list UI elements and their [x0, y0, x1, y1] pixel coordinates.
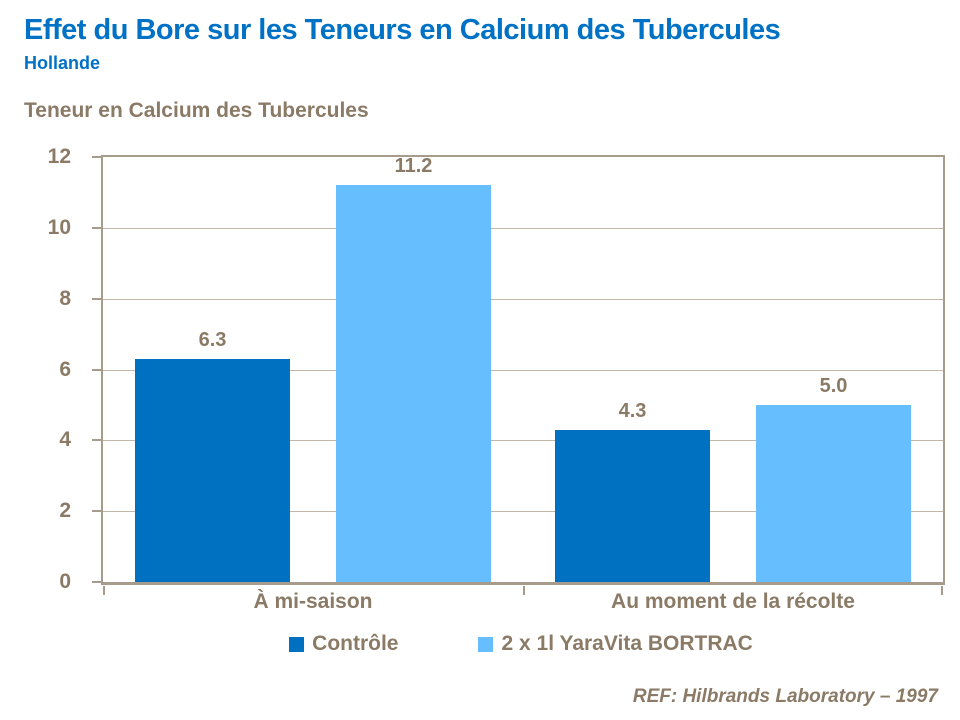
- y-axis-label: 6: [59, 357, 71, 381]
- y-axis-tick: [92, 439, 101, 442]
- gridline: [103, 369, 943, 371]
- y-axis-label: 8: [59, 286, 71, 310]
- legend-swatch: [478, 636, 494, 652]
- y-axis-tick: [92, 297, 101, 300]
- bar: [135, 358, 290, 582]
- data-label: 4.3: [618, 399, 647, 422]
- bar: [336, 185, 491, 582]
- y-axis-tick: [92, 368, 101, 371]
- legend-swatch: [289, 636, 305, 652]
- legend-label: 2 x 1l YaraVita BORTRAC: [501, 632, 753, 655]
- chart-title: Teneur en Calcium des Tubercules: [24, 99, 369, 122]
- reference-text: REF: Hilbrands Laboratory – 1997: [632, 686, 938, 707]
- y-axis-label: 10: [47, 215, 71, 239]
- page-title: Effet du Bore sur les Teneurs en Calcium…: [24, 14, 781, 46]
- y-axis-tick: [92, 510, 101, 513]
- chart-legend: Contrôle 2 x 1l YaraVita BORTRAC: [101, 632, 941, 656]
- y-axis-tick: [92, 581, 101, 583]
- legend-label: Contrôle: [312, 632, 399, 655]
- y-axis-tick: [92, 226, 101, 229]
- x-axis-tick: [941, 586, 943, 595]
- bar: [555, 429, 710, 582]
- page-subtitle: Hollande: [24, 53, 101, 73]
- bar: [756, 404, 911, 582]
- y-axis-label: 4: [59, 428, 71, 452]
- category-label: Au moment de la récolte: [611, 590, 855, 613]
- legend-item: Contrôle: [289, 632, 398, 656]
- data-label: 6.3: [198, 328, 227, 351]
- y-axis-tick: [92, 156, 101, 158]
- gridline: [103, 298, 943, 300]
- x-axis-tick: [523, 586, 525, 595]
- category-label: À mi-saison: [253, 590, 373, 613]
- data-label: 5.0: [819, 374, 848, 397]
- gridline: [103, 511, 943, 513]
- gridline: [103, 227, 943, 229]
- data-label: 11.2: [394, 155, 433, 178]
- plot-area: 0 2 4 6 8 10 12 6.3 11.2 À mi-saison 4.3 5.0 Au mome…: [48, 146, 945, 613]
- y-axis-label: 12: [47, 145, 71, 168]
- gridline: [103, 440, 943, 442]
- legend-item: 2 x 1l YaraVita BORTRAC: [478, 632, 753, 656]
- y-axis-label: 0: [59, 570, 71, 593]
- y-axis-label: 2: [59, 499, 71, 523]
- x-axis-tick: [103, 586, 105, 595]
